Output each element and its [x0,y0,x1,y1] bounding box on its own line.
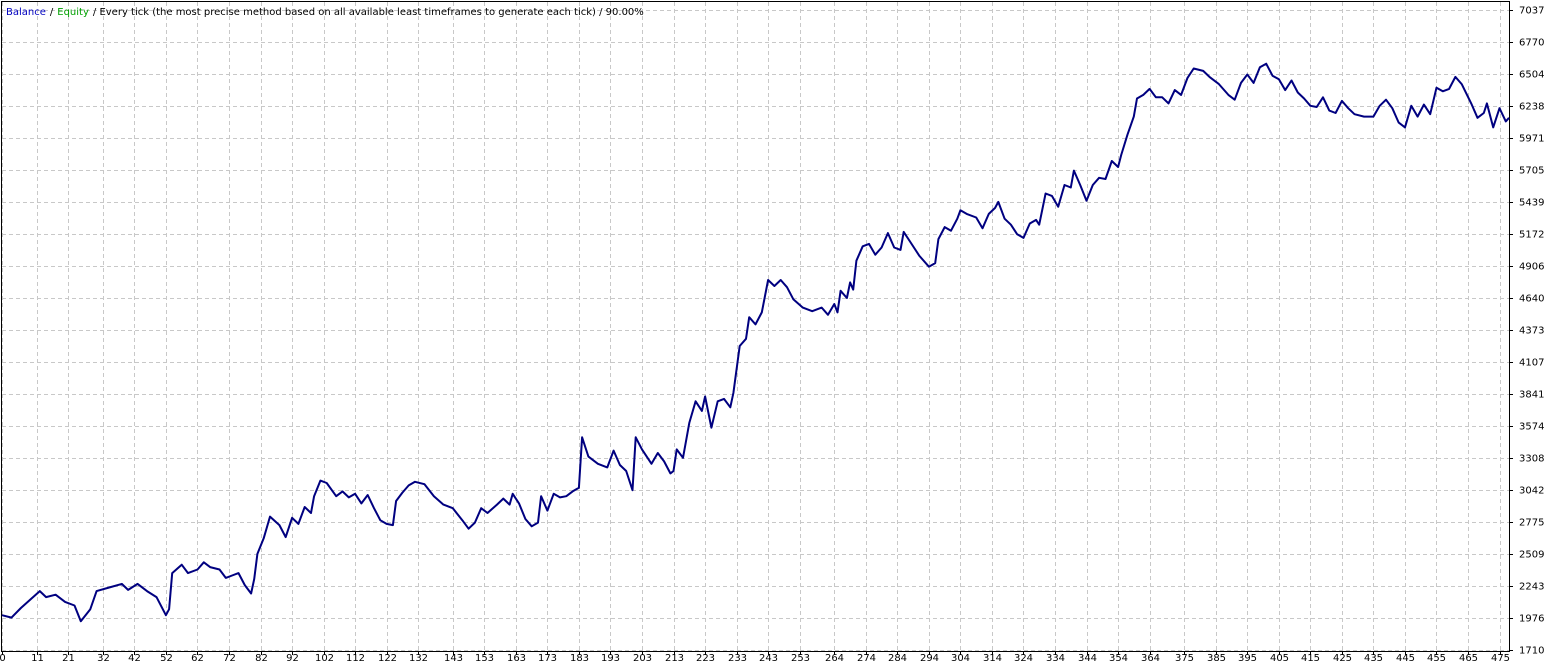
y-tick-label: 7037 [1519,6,1544,17]
y-tick-label: 4640 [1519,294,1544,305]
y-tick-label: 4906 [1519,262,1544,273]
subtitle: / Every tick (the most precise method ba… [93,7,644,18]
x-tick-label: 92 [286,653,299,664]
x-tick-label: 455 [1427,653,1446,664]
x-tick-label: 395 [1238,653,1257,664]
x-tick-label: 314 [983,653,1002,664]
x-tick-label: 435 [1364,653,1383,664]
x-tick-label: 475 [1491,653,1510,664]
y-tick-label: 2243 [1519,582,1544,593]
y-tick-label: 5172 [1519,230,1544,241]
x-tick-label: 213 [665,653,684,664]
y-tick-label: 3841 [1519,390,1544,401]
y-tick-label: 3308 [1519,454,1544,465]
x-tick-label: 223 [696,653,715,664]
x-tick-label: 42 [128,653,141,664]
legend-balance: Balance [6,7,46,18]
x-tick-label: 405 [1270,653,1289,664]
x-tick-label: 173 [538,653,557,664]
y-tick-label: 4373 [1519,326,1544,337]
x-tick-label: 72 [223,653,236,664]
x-tick-label: 253 [791,653,810,664]
plot-frame [1,1,1510,652]
x-tick-label: 354 [1109,653,1128,664]
x-tick-label: 163 [507,653,526,664]
y-tick-label: 6770 [1519,38,1544,49]
y-tick-label: 2775 [1519,518,1544,529]
x-tick-label: 112 [346,653,365,664]
x-tick-label: 102 [315,653,334,664]
x-tick-label: 132 [409,653,428,664]
x-tick-label: 243 [759,653,778,664]
y-tick-label: 4107 [1519,358,1544,369]
x-tick-label: 375 [1175,653,1194,664]
grid [2,2,1513,655]
x-tick-label: 183 [570,653,589,664]
y-tick-label: 6238 [1519,102,1544,113]
x-tick-label: 415 [1301,653,1320,664]
x-tick-label: 334 [1046,653,1065,664]
y-tick-label: 5705 [1519,166,1544,177]
balance-line [1,62,1510,623]
x-tick-label: 385 [1207,653,1226,664]
x-tick-label: 0 [0,653,6,664]
y-tick-label: 3042 [1519,486,1544,497]
x-tick-label: 264 [825,653,844,664]
x-tick-label: 203 [633,653,652,664]
x-tick-label: 284 [888,653,907,664]
y-tick-label: 3574 [1519,422,1544,433]
y-tick-label: 1976 [1519,614,1544,625]
x-tick-label: 324 [1014,653,1033,664]
y-tick-label: 2509 [1519,550,1544,561]
separator: / [50,7,54,18]
marks [1,62,1510,623]
x-tick-label: 364 [1141,653,1160,664]
x-tick-label: 304 [951,653,970,664]
y-tick-label: 6504 [1519,70,1544,81]
legend-equity: Equity [57,7,89,18]
x-tick-label: 82 [255,653,268,664]
x-tick-label: 445 [1396,653,1415,664]
x-tick-label: 274 [857,653,876,664]
x-tick-label: 344 [1078,653,1097,664]
chart-title: Balance / Equity / Every tick (the most pre… [6,7,644,18]
x-tick-label: 153 [475,653,494,664]
y-tick-label: 1710 [1519,646,1544,657]
x-tick-label: 52 [160,653,173,664]
x-tick-label: 294 [920,653,939,664]
x-tick-label: 143 [444,653,463,664]
x-tick-label: 32 [97,653,110,664]
x-tick-label: 11 [31,653,44,664]
x-tick-label: 21 [62,653,75,664]
x-tick-label: 193 [601,653,620,664]
x-tick-label: 233 [728,653,747,664]
x-tick-label: 465 [1459,653,1478,664]
x-tick-label: 425 [1333,653,1352,664]
x-tick-label: 122 [378,653,397,664]
y-tick-label: 5439 [1519,198,1544,209]
y-tick-label: 5971 [1519,134,1544,145]
x-tick-label: 62 [191,653,204,664]
